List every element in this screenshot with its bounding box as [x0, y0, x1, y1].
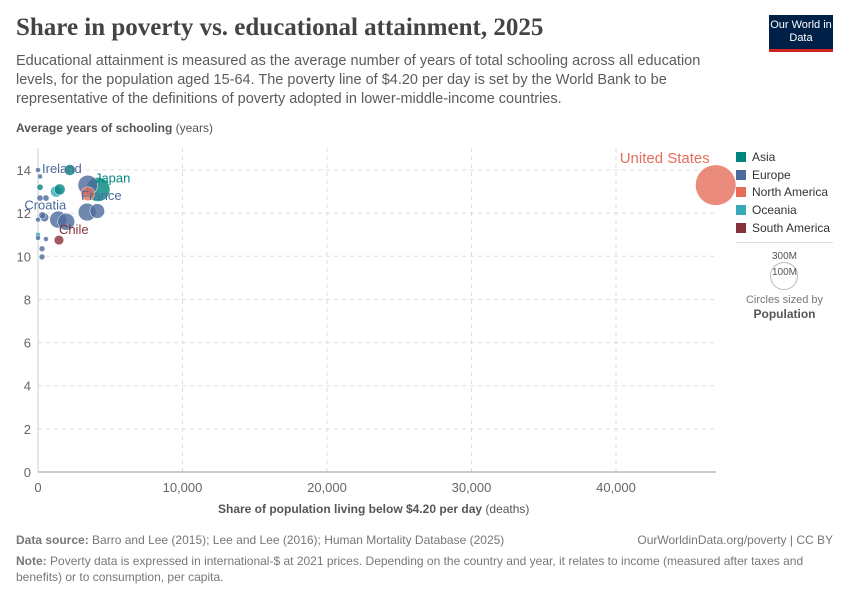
- y-tick-label: 6: [24, 336, 31, 351]
- data-point: [35, 216, 41, 223]
- y-tick-label: 0: [24, 465, 31, 480]
- source-text: Barro and Lee (2015); Lee and Lee (2016)…: [92, 533, 505, 547]
- legend-swatch: [736, 204, 746, 215]
- owid-logo[interactable]: Our World in Data: [769, 15, 833, 52]
- data-label: United States: [620, 150, 710, 167]
- data-point: [89, 203, 105, 219]
- data-point: [43, 236, 49, 242]
- x-unit: (deaths): [485, 502, 530, 516]
- x-tick-label: 30,000: [452, 480, 492, 495]
- legend-swatch: [736, 187, 746, 198]
- data-point: [35, 167, 41, 173]
- y-tick-label: 4: [24, 379, 31, 394]
- legend-swatch: [736, 169, 746, 180]
- legend-item[interactable]: Europe: [736, 166, 830, 184]
- x-axis-label: Share of population living below $4.20 p…: [218, 502, 529, 516]
- data-label: Croatia: [24, 197, 67, 212]
- y-unit: (years): [175, 121, 213, 135]
- data-point: [37, 173, 43, 180]
- data-label: Chile: [59, 222, 89, 237]
- y-tick-label: 14: [17, 163, 31, 178]
- data-point: [38, 245, 46, 252]
- footer-link[interactable]: OurWorldinData.org/poverty | CC BY: [637, 533, 833, 547]
- data-point: [53, 235, 64, 246]
- data-point: [35, 235, 41, 241]
- legend-label: South America: [752, 220, 831, 235]
- footer-note: Note: Poverty data is expressed in inter…: [16, 553, 816, 585]
- legend-item[interactable]: North America: [736, 183, 830, 201]
- data-point: [38, 253, 46, 261]
- x-label-text: Share of population living below $4.20 p…: [218, 502, 483, 516]
- x-tick-label: 10,000: [163, 480, 203, 495]
- x-tick-label: 20,000: [307, 480, 347, 495]
- size-legend-big: 300M: [771, 251, 797, 262]
- data-point: [57, 213, 75, 231]
- data-point: [695, 164, 737, 206]
- legend-label: North America: [752, 185, 829, 200]
- y-tick-label: 8: [24, 292, 31, 307]
- y-label-text: Average years of schooling: [16, 121, 173, 135]
- legend-swatch: [736, 222, 746, 233]
- legend: Asia Europe North America Oceania South Amer…: [736, 148, 830, 236]
- legend-label: Oceania: [752, 202, 797, 217]
- y-tick-label: 10: [17, 249, 31, 264]
- x-tick-label: 0: [34, 480, 41, 495]
- legend-label: Asia: [752, 149, 776, 164]
- data-point: [36, 183, 44, 191]
- legend-swatch: [736, 151, 746, 162]
- data-label: France: [81, 188, 121, 203]
- chart-subtitle: Educational attainment is measured as th…: [16, 53, 701, 107]
- data-point: [38, 211, 47, 220]
- size-circle-big: [770, 262, 798, 290]
- size-legend-small: 100M: [771, 267, 797, 278]
- size-caption: Circles sized by: [745, 294, 824, 306]
- y-tick-label: 12: [17, 206, 31, 221]
- note-text: Poverty data is expressed in internation…: [16, 554, 804, 584]
- chart-title: Share in poverty vs. educational attainm…: [16, 14, 544, 41]
- legend-item[interactable]: South America: [736, 219, 830, 237]
- y-axis-label: Average years of schooling (years): [16, 121, 213, 135]
- note-label: Note:: [16, 554, 47, 568]
- legend-item[interactable]: Oceania: [736, 201, 830, 219]
- data-point: [64, 164, 76, 176]
- y-tick-label: 2: [24, 422, 31, 437]
- data-label: Ireland: [42, 161, 82, 176]
- data-point: [53, 183, 66, 196]
- size-variable[interactable]: Population: [753, 307, 816, 321]
- x-tick-label: 40,000: [596, 480, 636, 495]
- data-point: [80, 186, 96, 201]
- legend-label: Europe: [752, 167, 791, 182]
- data-label: Japan: [95, 170, 130, 185]
- data-source: Data source: Barro and Lee (2015); Lee a…: [16, 533, 504, 547]
- source-label: Data source:: [16, 533, 89, 547]
- legend-item[interactable]: Asia: [736, 148, 830, 166]
- legend-divider: [736, 242, 833, 243]
- data-point: [42, 194, 50, 202]
